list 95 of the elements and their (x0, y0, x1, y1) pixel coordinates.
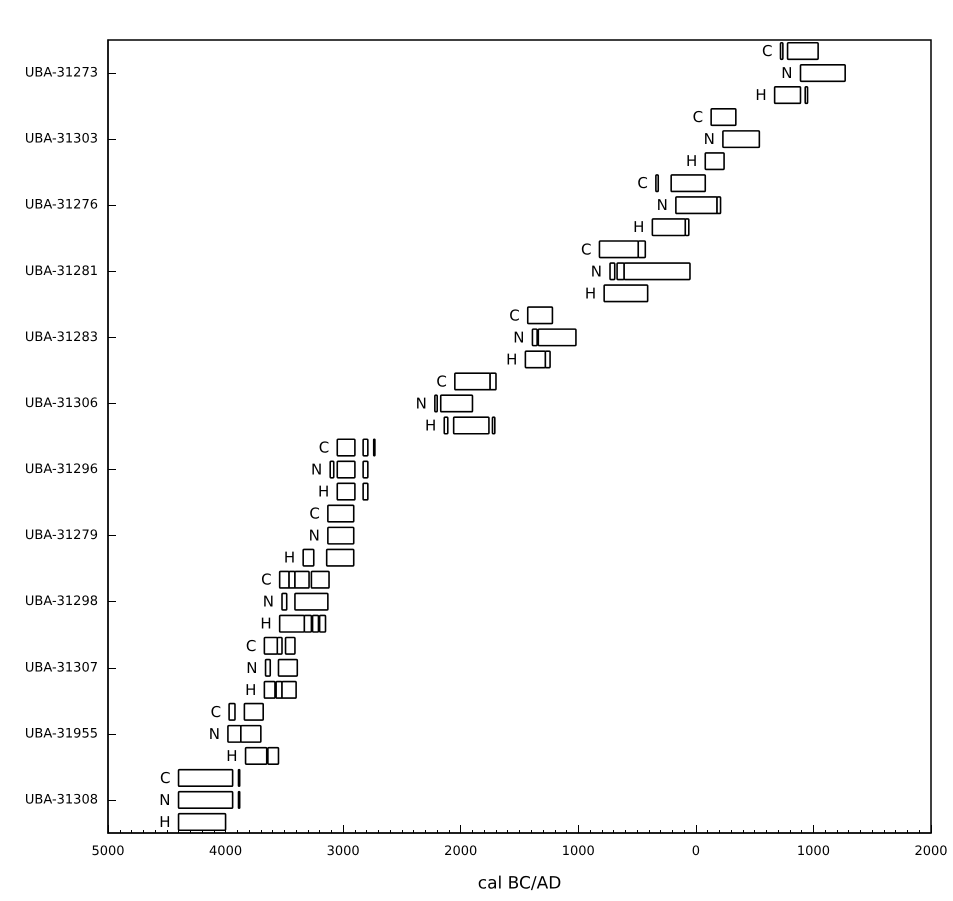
bar (652, 218, 686, 236)
bar (655, 174, 660, 192)
bar (774, 86, 802, 104)
y-tick-label: UBA-31307 (24, 660, 98, 676)
bar (434, 394, 438, 413)
bar (710, 108, 737, 126)
y-tick-label: UBA-31279 (24, 528, 98, 544)
text: C (261, 570, 272, 589)
bar (278, 658, 298, 677)
bar (804, 86, 808, 104)
text: H (159, 812, 171, 831)
bar (244, 702, 264, 721)
bar (178, 790, 234, 810)
text: N (513, 328, 524, 346)
bar (326, 548, 355, 567)
bar (329, 460, 335, 479)
y-tick-label: UBA-31281 (24, 264, 98, 279)
y-tick-label: UBA-31303 (24, 132, 98, 147)
text: H (584, 284, 596, 302)
bar (362, 460, 369, 479)
y-tick-label: UBA-31283 (24, 330, 98, 345)
x-tick-label: 5000 (91, 844, 125, 859)
text: H (424, 416, 436, 434)
bar (786, 42, 819, 60)
bar (675, 196, 718, 214)
bar (722, 130, 760, 148)
text: C (580, 240, 592, 258)
text: H (260, 614, 272, 633)
text: N (590, 262, 602, 280)
bar (440, 394, 474, 413)
bar (327, 526, 355, 545)
bar (336, 438, 356, 457)
text: H (245, 680, 256, 699)
y-tick-label: UBA-31298 (24, 594, 98, 610)
bar (294, 592, 329, 611)
bar (526, 306, 554, 324)
text: C (318, 438, 330, 457)
text: C (246, 636, 256, 655)
text: C (436, 372, 447, 390)
text: N (704, 130, 715, 148)
text: H (318, 482, 330, 501)
y-tick-label: UBA-31276 (24, 198, 98, 213)
x-tick-label: 1000 (796, 844, 830, 859)
x-axis-title: cal BC/AD (478, 874, 562, 894)
text: H (226, 746, 238, 765)
bar (228, 702, 236, 721)
x-tick-label: 2000 (914, 844, 948, 859)
y-tick-label: UBA-31273 (24, 66, 98, 81)
bar (327, 504, 355, 523)
series-label: H (755, 86, 767, 104)
text: N (310, 460, 322, 479)
series-label: N (781, 64, 792, 82)
text: H (284, 548, 296, 567)
bar (704, 152, 725, 170)
bar (264, 658, 272, 677)
text: C (637, 174, 648, 192)
y-tick-label: UBA-31306 (24, 396, 98, 411)
bar (603, 284, 648, 302)
bar (302, 548, 315, 567)
text: H (633, 218, 644, 236)
bar (800, 64, 846, 82)
bar (178, 768, 234, 787)
x-tick-label: 4000 (209, 844, 242, 859)
bar (336, 460, 356, 479)
text: C (309, 504, 320, 523)
x-tick-label: 3000 (326, 844, 360, 859)
text: N (246, 658, 258, 677)
text: H (686, 152, 698, 170)
text: N (656, 196, 668, 214)
bar (362, 438, 369, 457)
y-tick-label: UBA-31955 (24, 726, 98, 742)
y-tick-label: UBA-31296 (24, 462, 98, 478)
y-tick-label: UBA-31308 (24, 792, 98, 808)
text: N (416, 394, 427, 412)
text: N (262, 592, 274, 611)
text: C (692, 108, 704, 126)
x-tick-label: 1000 (562, 844, 595, 859)
x-tick-label: 0 (692, 844, 700, 859)
bar (452, 416, 490, 435)
bar (281, 592, 288, 611)
x-tick-label: 2000 (444, 844, 478, 859)
text: C (509, 306, 520, 324)
bar (492, 416, 496, 435)
series-label: C (762, 42, 773, 60)
text: C (210, 702, 222, 721)
bar (362, 482, 369, 501)
text: C (160, 768, 171, 787)
bar (670, 174, 706, 192)
bar (336, 482, 356, 501)
text: H (506, 350, 518, 368)
text: N (159, 790, 171, 809)
bar (443, 416, 449, 435)
text: N (208, 724, 220, 743)
text: N (308, 526, 320, 545)
bar (780, 42, 784, 60)
